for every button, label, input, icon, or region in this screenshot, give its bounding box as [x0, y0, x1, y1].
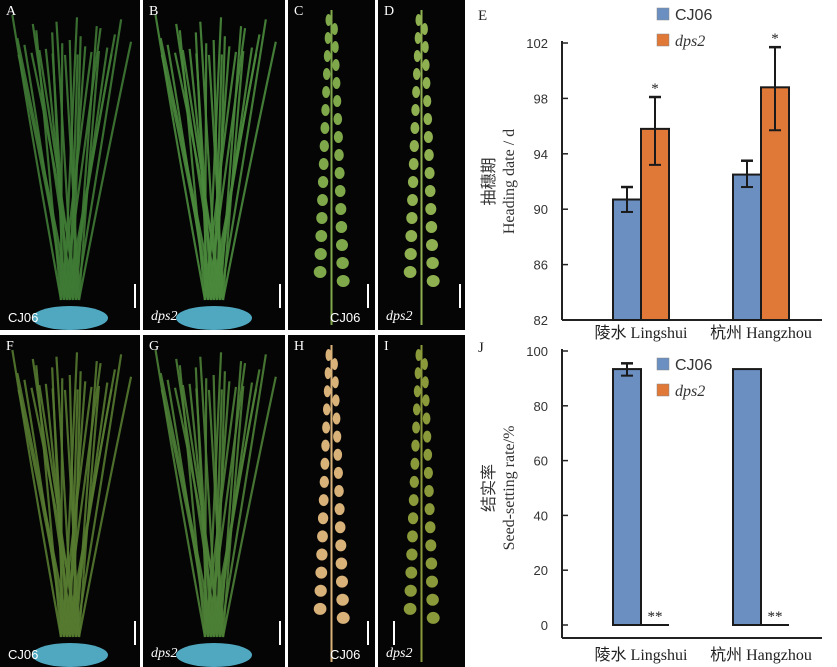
y-axis-label: Seed-setting rate/% — [501, 426, 518, 551]
scale-bar — [279, 284, 281, 308]
y-axis-label-cn: 结实率 — [480, 464, 498, 512]
legend-swatch-dps2 — [656, 383, 670, 397]
category-label: 杭州 Hangzhou — [710, 324, 812, 342]
genotype-caption: CJ06 — [330, 647, 361, 662]
significance-mark: ** — [648, 609, 663, 625]
legend-label-CJ06: CJ06 — [675, 357, 712, 374]
genotype-caption: dps2 — [151, 309, 178, 324]
genotype-caption: CJ06 — [8, 647, 39, 662]
panel-letter: E — [478, 8, 487, 24]
y-tick-label: 80 — [534, 399, 548, 414]
y-tick-label: 102 — [526, 36, 548, 51]
genotype-caption: CJ06 — [8, 310, 39, 325]
plant-image — [11, 349, 133, 667]
panel-label: H — [294, 339, 305, 354]
category-label: 杭州 Hangzhou — [710, 646, 812, 664]
panel-letter: J — [478, 340, 484, 356]
scale-bar — [459, 284, 461, 308]
legend-label-CJ06: CJ06 — [675, 7, 712, 24]
panel-label: B — [149, 4, 159, 19]
y-tick-label: 82 — [534, 313, 548, 328]
photo-F: F CJ06 — [0, 335, 140, 667]
panel-label: I — [384, 339, 389, 354]
y-tick-label: 98 — [534, 91, 548, 106]
genotype-caption: dps2 — [386, 309, 413, 324]
plant-image — [11, 14, 133, 330]
y-tick-label: 90 — [534, 202, 548, 217]
y-axis-label: Heading date / d — [501, 129, 518, 234]
y-tick-label: 0 — [541, 618, 548, 633]
category-label: 陵水 Lingshui — [595, 646, 688, 664]
scale-bar — [393, 621, 395, 645]
y-tick-label: 40 — [534, 508, 548, 523]
bar-CJ06 — [732, 173, 762, 321]
y-tick-label: 60 — [534, 454, 548, 469]
scale-bar — [134, 284, 136, 308]
panicle-image — [313, 345, 350, 662]
scale-bar — [279, 621, 281, 645]
y-tick-label: 86 — [534, 258, 548, 273]
panicle-image — [403, 345, 440, 662]
significance-mark: * — [651, 81, 659, 97]
plant-image — [154, 349, 277, 667]
category-label: 陵水 Lingshui — [595, 324, 688, 342]
scale-bar — [367, 621, 369, 645]
legend-label-dps2: dps2 — [675, 383, 705, 400]
y-tick-label: 94 — [534, 147, 548, 162]
panel-label: G — [149, 339, 160, 354]
legend-swatch-dps2 — [656, 33, 670, 47]
scale-bar — [134, 621, 136, 645]
legend-swatch-CJ06 — [656, 7, 670, 21]
genotype-caption: dps2 — [151, 646, 178, 661]
photo-H: H CJ06 — [288, 335, 375, 667]
genotype-caption: CJ06 — [330, 310, 361, 325]
y-axis-label-cn: 抽穗期 — [480, 157, 498, 205]
photo-C: C CJ06 — [288, 0, 375, 330]
panicle-image — [313, 10, 350, 325]
legend-swatch-CJ06 — [656, 357, 670, 371]
panel-label: C — [294, 4, 304, 19]
bar-CJ06 — [612, 198, 642, 322]
significance-mark: * — [771, 31, 779, 47]
scale-bar — [367, 284, 369, 308]
significance-mark: ** — [768, 609, 783, 625]
plant-image — [154, 14, 277, 330]
y-tick-label: 20 — [534, 563, 548, 578]
panicle-image — [403, 10, 440, 325]
bar-CJ06 — [732, 368, 762, 627]
photo-A: A CJ06 — [0, 0, 140, 330]
panel-label: D — [384, 4, 395, 19]
panel-label: F — [6, 339, 14, 354]
bar-CJ06 — [612, 368, 642, 627]
legend-label-dps2: dps2 — [675, 33, 705, 50]
panel-label: A — [6, 4, 17, 19]
genotype-caption: dps2 — [386, 646, 413, 661]
y-tick-label: 100 — [526, 344, 548, 359]
